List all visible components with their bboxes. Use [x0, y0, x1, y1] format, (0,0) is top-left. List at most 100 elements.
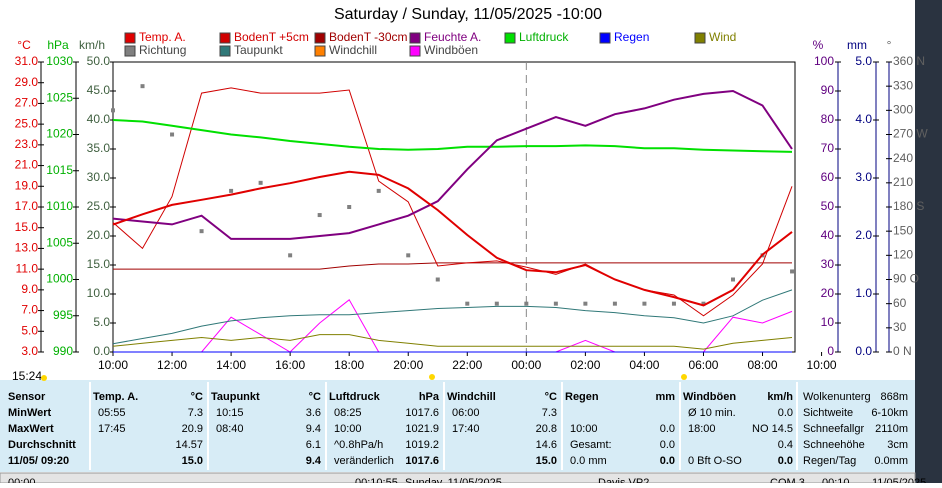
cell: 3.6	[306, 407, 321, 419]
y-tick-label: 25.0	[87, 199, 111, 213]
status-text: 00:10	[822, 477, 850, 483]
y-tick-label: 210	[893, 175, 913, 189]
y-tick-label: 1010	[46, 199, 73, 213]
row-label: MinWert	[8, 407, 52, 419]
sun-marker	[41, 375, 47, 381]
direction-point	[642, 301, 647, 306]
cell: 14.6	[536, 439, 557, 451]
stats-panel	[0, 380, 915, 472]
x-tick-label: 12:00	[157, 358, 187, 372]
panel-title: Luftdruck	[329, 391, 381, 403]
cell: 7.3	[542, 407, 557, 419]
y-tick-label: 3.0	[21, 344, 38, 358]
y-tick-label: 13.0	[15, 241, 39, 255]
cell: 868m	[880, 391, 908, 403]
y-tick-label: 30	[893, 320, 907, 334]
direction-point	[671, 301, 676, 306]
time-label: 15:24	[12, 369, 42, 383]
x-tick-label: 14:00	[216, 358, 246, 372]
cell: 20.9	[182, 423, 203, 435]
axis-unit: mm	[847, 38, 867, 52]
direction-point	[612, 301, 617, 306]
y-tick-label: 330	[893, 78, 913, 92]
axis-unit: °C	[17, 38, 31, 52]
cell: 0.0	[660, 439, 675, 451]
y-tick-label: 1.0	[855, 286, 872, 300]
y-tick-label: 10.0	[87, 286, 111, 300]
cell: Regen/Tag	[803, 455, 856, 467]
y-tick-label: 360 N	[893, 54, 925, 68]
direction-point	[553, 301, 558, 306]
status-text: Sunday, 11/05/2025	[405, 477, 502, 483]
y-tick-label: 180 S	[893, 199, 924, 213]
y-tick-label: 17.0	[15, 199, 39, 213]
cell: 0 Bft O-SO	[688, 455, 742, 467]
y-tick-label: 5.0	[21, 323, 38, 337]
legend-label: Luftdruck	[519, 30, 569, 44]
cell: Schneefallgr	[803, 423, 864, 435]
cell: 17:40	[452, 423, 480, 435]
axis-unit: km/h	[79, 38, 105, 52]
direction-point	[524, 301, 529, 306]
cell: 18:00	[688, 423, 716, 435]
row-label: MaxWert	[8, 423, 54, 435]
legend-swatch	[124, 45, 136, 57]
direction-point	[790, 269, 795, 274]
direction-point	[465, 301, 470, 306]
panel-title: Taupunkt	[211, 391, 260, 403]
cell: 0.0	[778, 407, 793, 419]
y-tick-label: 300	[893, 103, 913, 117]
cell: veränderlich	[334, 455, 394, 467]
panel-unit: °C	[545, 391, 557, 403]
y-tick-label: 29.0	[15, 75, 39, 89]
axis-unit: %	[813, 38, 824, 52]
x-tick-label: 08:00	[748, 358, 778, 372]
x-tick-label: 00:00	[511, 358, 541, 372]
y-tick-label: 40	[821, 228, 835, 242]
legend-label: Temp. A.	[139, 30, 186, 44]
cell: 1021.9	[405, 423, 439, 435]
legend-swatch	[314, 32, 326, 44]
y-tick-label: 1005	[46, 235, 73, 249]
cell: 6-10km	[871, 407, 908, 419]
y-tick-label: 7.0	[21, 303, 38, 317]
direction-point	[111, 108, 115, 113]
cell: 10:00	[570, 423, 598, 435]
y-tick-label: 27.0	[15, 96, 39, 110]
direction-point	[170, 132, 175, 137]
cell: 0.0mm	[874, 455, 908, 467]
cell: 14.57	[175, 439, 203, 451]
y-tick-label: 10	[821, 315, 835, 329]
y-tick-label: 1030	[46, 54, 73, 68]
cell: 6.1	[306, 439, 321, 451]
legend-label: BodenT -30cm	[329, 30, 408, 44]
direction-point	[435, 277, 440, 282]
y-tick-label: 19.0	[15, 178, 39, 192]
legend-label: Taupunkt	[234, 43, 283, 57]
cell: 9.4	[306, 423, 321, 435]
panel-title: Windchill	[447, 391, 496, 403]
direction-point	[347, 205, 352, 209]
sun-marker	[429, 374, 435, 380]
cell: 08:25	[334, 407, 362, 419]
panel-title: Windböen	[683, 391, 736, 403]
y-tick-label: 25.0	[15, 116, 39, 130]
cell: 08:40	[216, 423, 244, 435]
y-tick-label: 1015	[46, 163, 73, 177]
direction-point	[288, 253, 293, 258]
direction-point	[376, 188, 381, 193]
cell: 15.0	[536, 455, 557, 467]
y-tick-label: 1025	[46, 90, 73, 104]
cell: 0.4	[778, 439, 793, 451]
y-tick-label: 90	[821, 83, 835, 97]
panel-title: Temp. A.	[93, 391, 138, 403]
legend-label: BodenT +5cm	[234, 30, 309, 44]
y-tick-label: 15.0	[87, 257, 111, 271]
direction-point	[317, 213, 322, 218]
cell: 06:00	[452, 407, 480, 419]
x-tick-label: 10:00	[807, 358, 837, 372]
y-tick-label: 70	[821, 141, 835, 155]
cell: 17:45	[98, 423, 126, 435]
series-line	[112, 289, 793, 345]
y-tick-label: 0	[827, 344, 834, 358]
